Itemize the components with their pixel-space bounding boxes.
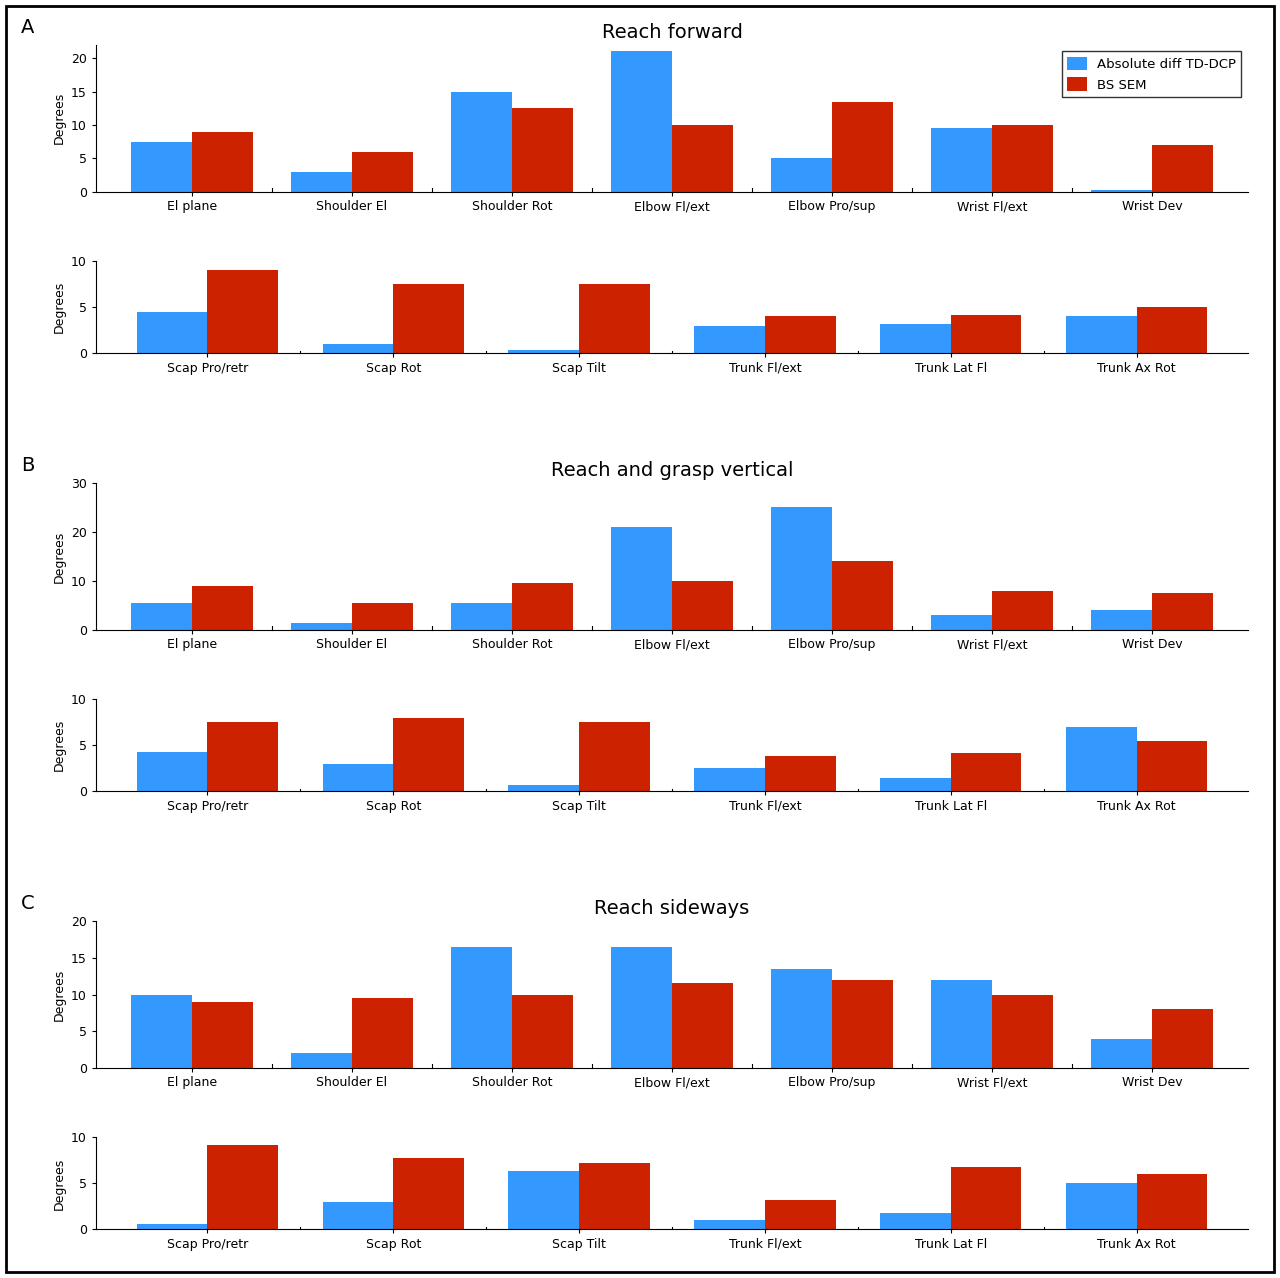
Bar	[579, 722, 650, 791]
Bar	[832, 561, 893, 630]
Bar	[672, 581, 732, 630]
Bar	[137, 751, 207, 791]
Bar	[771, 969, 832, 1068]
Bar	[1137, 307, 1207, 353]
Bar	[1152, 146, 1213, 192]
Bar	[1091, 190, 1152, 192]
Bar	[508, 785, 579, 791]
Bar	[771, 158, 832, 192]
Bar	[1091, 611, 1152, 630]
Bar	[579, 284, 650, 353]
Bar	[992, 125, 1052, 192]
Text: A: A	[22, 18, 35, 37]
Bar	[131, 142, 192, 192]
Bar	[765, 1200, 836, 1229]
Bar	[951, 314, 1021, 353]
Bar	[512, 109, 573, 192]
Legend: Absolute diff TD-DCP, BS SEM: Absolute diff TD-DCP, BS SEM	[1061, 51, 1242, 97]
Text: C: C	[22, 895, 35, 914]
Bar	[292, 622, 352, 630]
Bar	[192, 1002, 253, 1068]
Bar	[393, 718, 463, 791]
Bar	[508, 350, 579, 353]
Title: Reach forward: Reach forward	[602, 23, 742, 42]
Bar	[137, 1224, 207, 1229]
Bar	[452, 92, 512, 192]
Bar	[512, 994, 573, 1068]
Bar	[1152, 1010, 1213, 1068]
Bar	[207, 271, 278, 353]
Bar	[612, 947, 672, 1068]
Bar	[207, 1145, 278, 1229]
Bar	[323, 344, 393, 353]
Bar	[992, 590, 1052, 630]
Bar	[765, 317, 836, 353]
Text: B: B	[22, 456, 35, 475]
Bar	[352, 998, 412, 1068]
Y-axis label: Degrees: Degrees	[52, 92, 65, 144]
Bar	[951, 753, 1021, 791]
Bar	[292, 171, 352, 192]
Bar	[508, 1172, 579, 1229]
Bar	[881, 777, 951, 791]
Bar	[323, 764, 393, 791]
Bar	[393, 284, 463, 353]
Bar	[694, 326, 765, 353]
Bar	[1137, 1174, 1207, 1229]
Bar	[672, 984, 732, 1068]
Bar	[992, 994, 1052, 1068]
Title: Reach sideways: Reach sideways	[594, 898, 750, 918]
Bar	[393, 1158, 463, 1229]
Bar	[931, 615, 992, 630]
Bar	[931, 980, 992, 1068]
Bar	[207, 722, 278, 791]
Bar	[131, 994, 192, 1068]
Bar	[512, 583, 573, 630]
Bar	[1066, 1183, 1137, 1229]
Bar	[1137, 741, 1207, 791]
Bar	[1091, 1039, 1152, 1068]
Bar	[1152, 593, 1213, 630]
Bar	[612, 51, 672, 192]
Bar	[771, 507, 832, 630]
Bar	[352, 152, 412, 192]
Bar	[1066, 317, 1137, 353]
Bar	[931, 128, 992, 192]
Title: Reach and grasp vertical: Reach and grasp vertical	[550, 461, 794, 479]
Bar	[612, 527, 672, 630]
Y-axis label: Degrees: Degrees	[52, 530, 65, 583]
Bar	[131, 603, 192, 630]
Bar	[579, 1163, 650, 1229]
Bar	[137, 312, 207, 353]
Bar	[192, 585, 253, 630]
Bar	[452, 947, 512, 1068]
Bar	[881, 323, 951, 353]
Bar	[694, 768, 765, 791]
Bar	[192, 132, 253, 192]
Bar	[452, 603, 512, 630]
Bar	[881, 1213, 951, 1229]
Bar	[352, 603, 412, 630]
Bar	[832, 101, 893, 192]
Y-axis label: Degrees: Degrees	[52, 969, 65, 1021]
Bar	[832, 980, 893, 1068]
Bar	[694, 1220, 765, 1229]
Bar	[951, 1167, 1021, 1229]
Bar	[292, 1053, 352, 1068]
Y-axis label: Degrees: Degrees	[52, 281, 65, 334]
Bar	[1066, 727, 1137, 791]
Y-axis label: Degrees: Degrees	[52, 720, 65, 772]
Bar	[765, 757, 836, 791]
Bar	[672, 125, 732, 192]
Bar	[323, 1201, 393, 1229]
Y-axis label: Degrees: Degrees	[52, 1158, 65, 1209]
